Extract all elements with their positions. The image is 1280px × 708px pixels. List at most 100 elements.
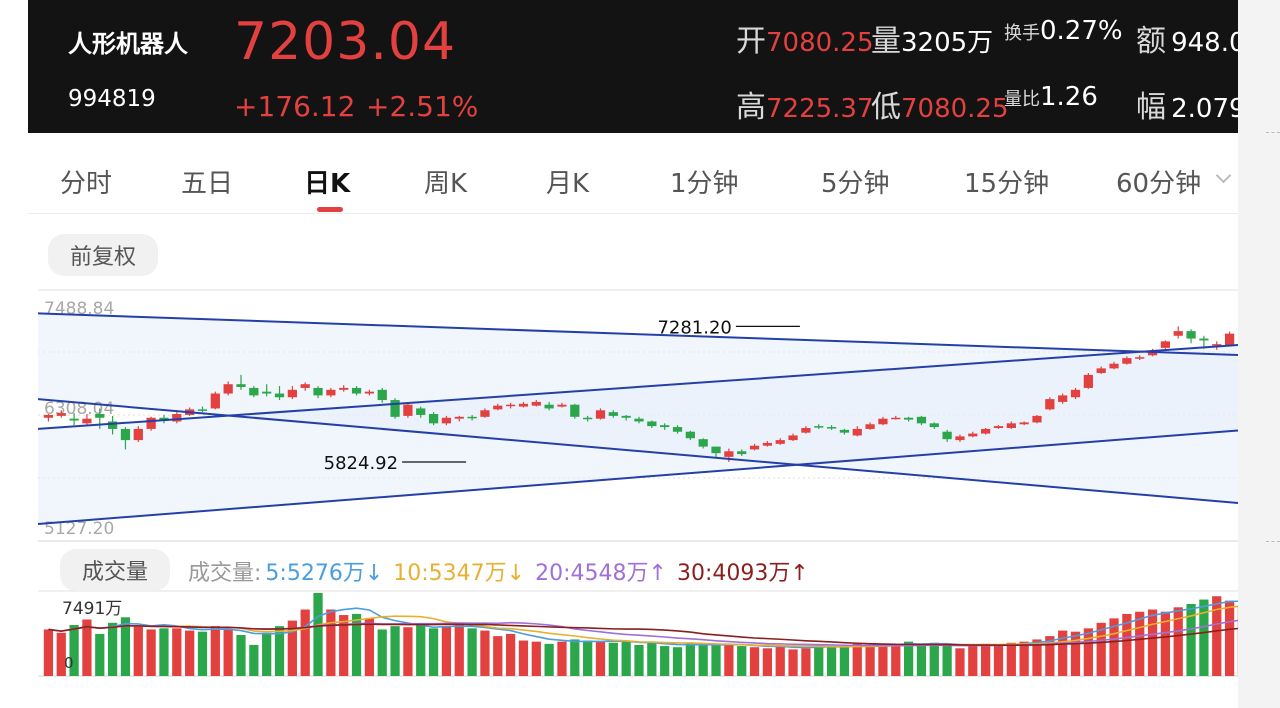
volume-bar: [1199, 599, 1209, 676]
candle-body: [403, 404, 413, 416]
amplitude-value: 2.079: [1171, 94, 1238, 124]
candle-body: [236, 384, 246, 388]
volume-bar: [1006, 642, 1016, 676]
tab-5min[interactable]: 5分钟: [821, 169, 890, 199]
candle-body: [146, 417, 156, 429]
kline-chart: 7488.846308.045127.207281.205824.927491万…: [37, 289, 1238, 677]
volume-bar: [1212, 596, 1222, 676]
volume-bar: [724, 644, 734, 676]
candle-body: [685, 431, 695, 439]
volume-bar: [595, 641, 606, 676]
volume-bar: [416, 625, 426, 676]
volume-bar: [364, 618, 375, 676]
volume-bar: [249, 644, 259, 676]
candle-body: [1160, 341, 1171, 348]
candle-body: [1212, 344, 1222, 346]
volume-bar: [518, 640, 529, 676]
candle-body: [1109, 363, 1119, 369]
right-edge-strip: [1238, 0, 1280, 708]
volume-bar: [172, 628, 182, 676]
candle-body: [274, 393, 285, 398]
channel-shading: [38, 344, 1238, 524]
amplitude-label: 幅: [1136, 90, 1166, 125]
volume-bar: [480, 630, 490, 676]
turnover-label: 换手: [1004, 23, 1040, 44]
candle-body: [428, 414, 439, 424]
volume-legend: 成交量: 5:5276万↓ 10:5347万↓ 20:4548万↑ 30:4093万↑: [188, 555, 819, 587]
candle-body: [1070, 389, 1081, 398]
ma10-legend: 10:5347万↓: [393, 561, 526, 586]
tab-1min[interactable]: 1分钟: [670, 169, 739, 199]
candle-body: [159, 417, 169, 420]
low-label: 低: [871, 90, 901, 125]
candle-body: [95, 414, 105, 418]
volume-bar: [262, 632, 272, 676]
volume-bar: [839, 646, 850, 676]
stat-volume: 量3205万: [871, 16, 993, 60]
candle-body: [1083, 374, 1093, 388]
trend-line: [37, 312, 1238, 356]
volume-bar: [69, 625, 79, 676]
volume-bar: [1058, 630, 1068, 676]
candle-body: [262, 391, 272, 394]
trend-line: [37, 398, 1238, 504]
candle-body: [480, 410, 490, 417]
open-value: 7080.25: [766, 28, 874, 58]
tab-15min[interactable]: 15分钟: [964, 169, 1050, 199]
volume-bar: [82, 619, 92, 676]
volume-bar: [891, 643, 901, 676]
high-label: 高: [736, 90, 766, 125]
stat-turnover: 换手0.27%: [1004, 16, 1123, 46]
tab-monthly-k[interactable]: 月K: [546, 169, 590, 199]
volume-bar: [531, 641, 541, 676]
candle-body: [1096, 368, 1106, 374]
volume-bar: [428, 628, 439, 676]
volume-bar: [185, 630, 195, 676]
volume-bar: [1096, 622, 1106, 676]
candle-body: [210, 393, 220, 409]
tab-intraday[interactable]: 分时: [60, 169, 113, 199]
candle-body: [737, 451, 747, 455]
amount-value: 948.0: [1171, 28, 1238, 58]
volume-bar: [1135, 611, 1145, 676]
tab-five-day[interactable]: 五日: [181, 169, 234, 199]
stat-vol-ratio: 量比1.26: [1004, 82, 1098, 112]
candle-body: [377, 389, 387, 401]
candle-body: [1006, 423, 1016, 428]
edge-tick: [1266, 541, 1280, 542]
candle-body: [801, 427, 811, 433]
candle-body: [300, 384, 310, 388]
candle-body: [1173, 331, 1183, 336]
low-value: 7080.25: [901, 94, 1009, 124]
trend-line: [37, 343, 1238, 430]
candle-body: [647, 421, 657, 427]
volume-ma10-line: [48, 605, 1238, 648]
adjust-mode-button[interactable]: 前复权: [48, 234, 159, 276]
candle-body: [56, 413, 66, 416]
stock-chart-screen: 人形机器人 994819 7203.04 +176.12 +2.51% 开708…: [28, 0, 1238, 708]
volume-bar: [1083, 628, 1093, 676]
annotation-label: 7281.20: [657, 317, 731, 338]
candle-body: [826, 427, 837, 429]
candle-body: [454, 416, 464, 419]
volume-bar: [351, 613, 362, 676]
tab-weekly-k[interactable]: 周K: [424, 169, 468, 199]
volume-bar: [878, 644, 888, 676]
candle-body: [339, 387, 349, 390]
candle-body: [608, 412, 618, 416]
volume-bar: [1019, 641, 1029, 676]
tab-daily-k[interactable]: 日K: [304, 169, 351, 199]
candle-body: [852, 428, 862, 436]
volume-bar: [493, 636, 503, 676]
tab-60min[interactable]: 60分钟: [1116, 169, 1202, 199]
volume-bar: [339, 615, 349, 676]
volume-bar: [56, 632, 66, 676]
candle-body: [595, 410, 606, 419]
volume-indicator-button[interactable]: 成交量: [60, 549, 171, 591]
volume-bar: [146, 629, 156, 676]
candle-body: [1135, 357, 1145, 359]
candle-body: [287, 389, 297, 398]
last-price: 7203.04: [234, 12, 457, 72]
amount-label: 额: [1136, 24, 1166, 59]
volume-bar: [1186, 603, 1196, 676]
